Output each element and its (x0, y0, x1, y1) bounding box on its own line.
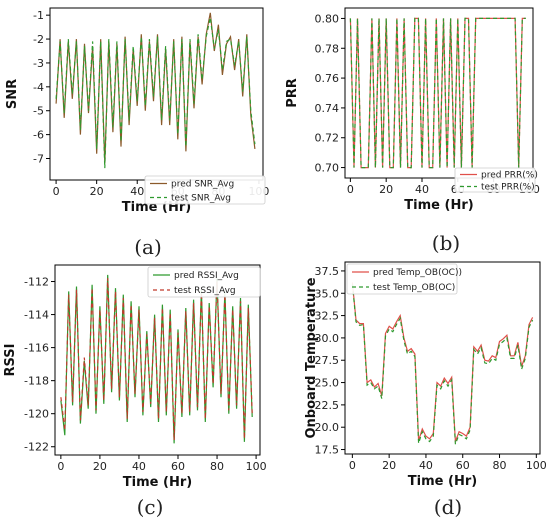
chart-panel-d: 0 20 40 60 80 100 17.5 20.0 22.5 25.0 27.5 30.0 32.5… (304, 261, 547, 519)
chart-panel-b: 0204060801000.700.720.740.760.780.80Time… (285, 7, 540, 255)
panel-b-legend-label: pred PRR(%) (481, 171, 538, 181)
panel-d-y-tick-label: 17.5 (315, 444, 340, 457)
panel-a-y-tick-label: -2 (33, 33, 44, 46)
panel-b-y-tick-label: 0.72 (315, 132, 340, 145)
panel-a-legend-label: pred SNR_Avg (171, 180, 234, 190)
panel-b-series-line-test (349, 17, 526, 169)
panel-a-y-tick-label: -6 (33, 129, 44, 142)
panel-a-x-tick-label: 0 (53, 185, 60, 198)
panel-c-axes-frame (54, 264, 261, 456)
panel-c-y-axis-label: RSSI (3, 344, 18, 377)
panel-a-legend-label: test SNR_Avg (171, 194, 231, 204)
panel-b-x-axis-label: Time (Hr) (404, 198, 473, 213)
panel-d-y-tick-label: 37.5 (315, 265, 340, 278)
panel-d-y-tick-label: 25.0 (315, 377, 340, 390)
panel-d-y-tick-label: 20.0 (315, 421, 340, 434)
panel-d-legend-label: test Temp_OB(OC) (373, 283, 455, 293)
panel-a-series-line-test (55, 17, 256, 169)
panel-c-y-tick-label: -120 (24, 408, 49, 421)
panel-d-y-tick-label: 22.5 (315, 399, 340, 412)
panel-d-y-tick-label: 30.0 (315, 332, 340, 345)
panel-a-x-tick-label: 40 (130, 185, 144, 198)
panel-c-y-tick-label: -118 (24, 375, 49, 388)
panel-c-y-tick-label: -116 (24, 342, 49, 355)
panel-b-legend-label: test PRR(%) (481, 183, 535, 193)
panel-d-y-axis-label: Onboard Temperature (304, 277, 319, 438)
panel-d-legend-box (346, 263, 458, 295)
panel-b-x-tick-label: 0 (347, 183, 354, 196)
panel-b-y-tick-label: 0.80 (315, 12, 340, 25)
panel-d-axes-frame (344, 261, 541, 455)
panel-c-x-tick-label: 100 (246, 460, 267, 473)
panel-d-caption: (d) (434, 495, 462, 519)
panel-b-x-tick-label: 20 (379, 183, 393, 196)
panel-a-y-tick-label: -5 (33, 105, 44, 118)
panel-a-series-line-pred (55, 12, 256, 164)
panel-c-x-tick-label: 80 (210, 460, 224, 473)
panel-a-y-axis-label: SNR (5, 79, 20, 109)
panel-d-x-tick-label: 20 (382, 459, 396, 472)
panel-d-x-axis-label: Time (Hr) (408, 474, 477, 489)
panel-c-legend-box (147, 266, 261, 298)
panel-c-legend-label: test RSSI_Avg (174, 286, 236, 296)
panel-b-y-tick-label: 0.70 (315, 162, 340, 175)
panel-d-series-line-pred (351, 282, 534, 442)
panel-a-legend-box (144, 175, 266, 205)
chart-panel-c: 0 20 40 60 80 100 -122 -120 -118 -116 -114 -112 Time… (3, 264, 267, 519)
panel-b-y-tick-label: 0.76 (315, 72, 340, 85)
panel-a-y-tick-label: -3 (33, 57, 44, 70)
panel-d-y-tick-label: 32.5 (315, 310, 340, 323)
panel-d-series-line-test (351, 284, 534, 445)
panel-c-legend-label: pred RSSI_Avg (174, 271, 239, 281)
panel-d-legend-label: pred Temp_OB(OC)) (373, 268, 462, 278)
panel-a-y-tick-label: -7 (33, 153, 44, 166)
panel-a-caption: (a) (134, 235, 162, 259)
panel-c-x-axis-label: Time (Hr) (123, 475, 192, 490)
panel-c-y-tick-label: -112 (24, 276, 49, 289)
panel-d-y-tick-label: 35.0 (315, 287, 340, 300)
panel-c-y-tick-label: -122 (24, 441, 49, 454)
panel-b-y-tick-label: 0.74 (315, 102, 340, 115)
panel-c-x-tick-label: 40 (132, 460, 146, 473)
panel-d-x-tick-label: 60 (456, 459, 470, 472)
panel-a-y-tick-label: -1 (33, 9, 44, 22)
panel-b-y-tick-label: 0.78 (315, 42, 340, 55)
panel-b-x-tick-label: 40 (415, 183, 429, 196)
panel-a-x-tick-label: 20 (90, 185, 104, 198)
panel-b-axes-frame (344, 7, 534, 179)
panel-b-caption: (b) (432, 231, 460, 255)
panel-a-y-tick-label: -4 (33, 81, 44, 94)
panel-c-x-tick-label: 0 (57, 460, 64, 473)
panel-c-y-tick-label: -114 (24, 309, 49, 322)
panel-c-x-tick-label: 20 (93, 460, 107, 473)
panel-d-x-tick-label: 80 (493, 459, 507, 472)
panel-c-caption: (c) (137, 495, 164, 519)
panel-c-x-tick-label: 60 (171, 460, 185, 473)
panel-d-x-tick-label: 100 (526, 459, 547, 472)
panel-d-x-tick-label: 0 (349, 459, 356, 472)
panel-d-y-tick-label: 27.5 (315, 354, 340, 367)
panel-b-y-axis-label: PRR (285, 78, 300, 108)
panel-d-x-tick-label: 40 (419, 459, 433, 472)
